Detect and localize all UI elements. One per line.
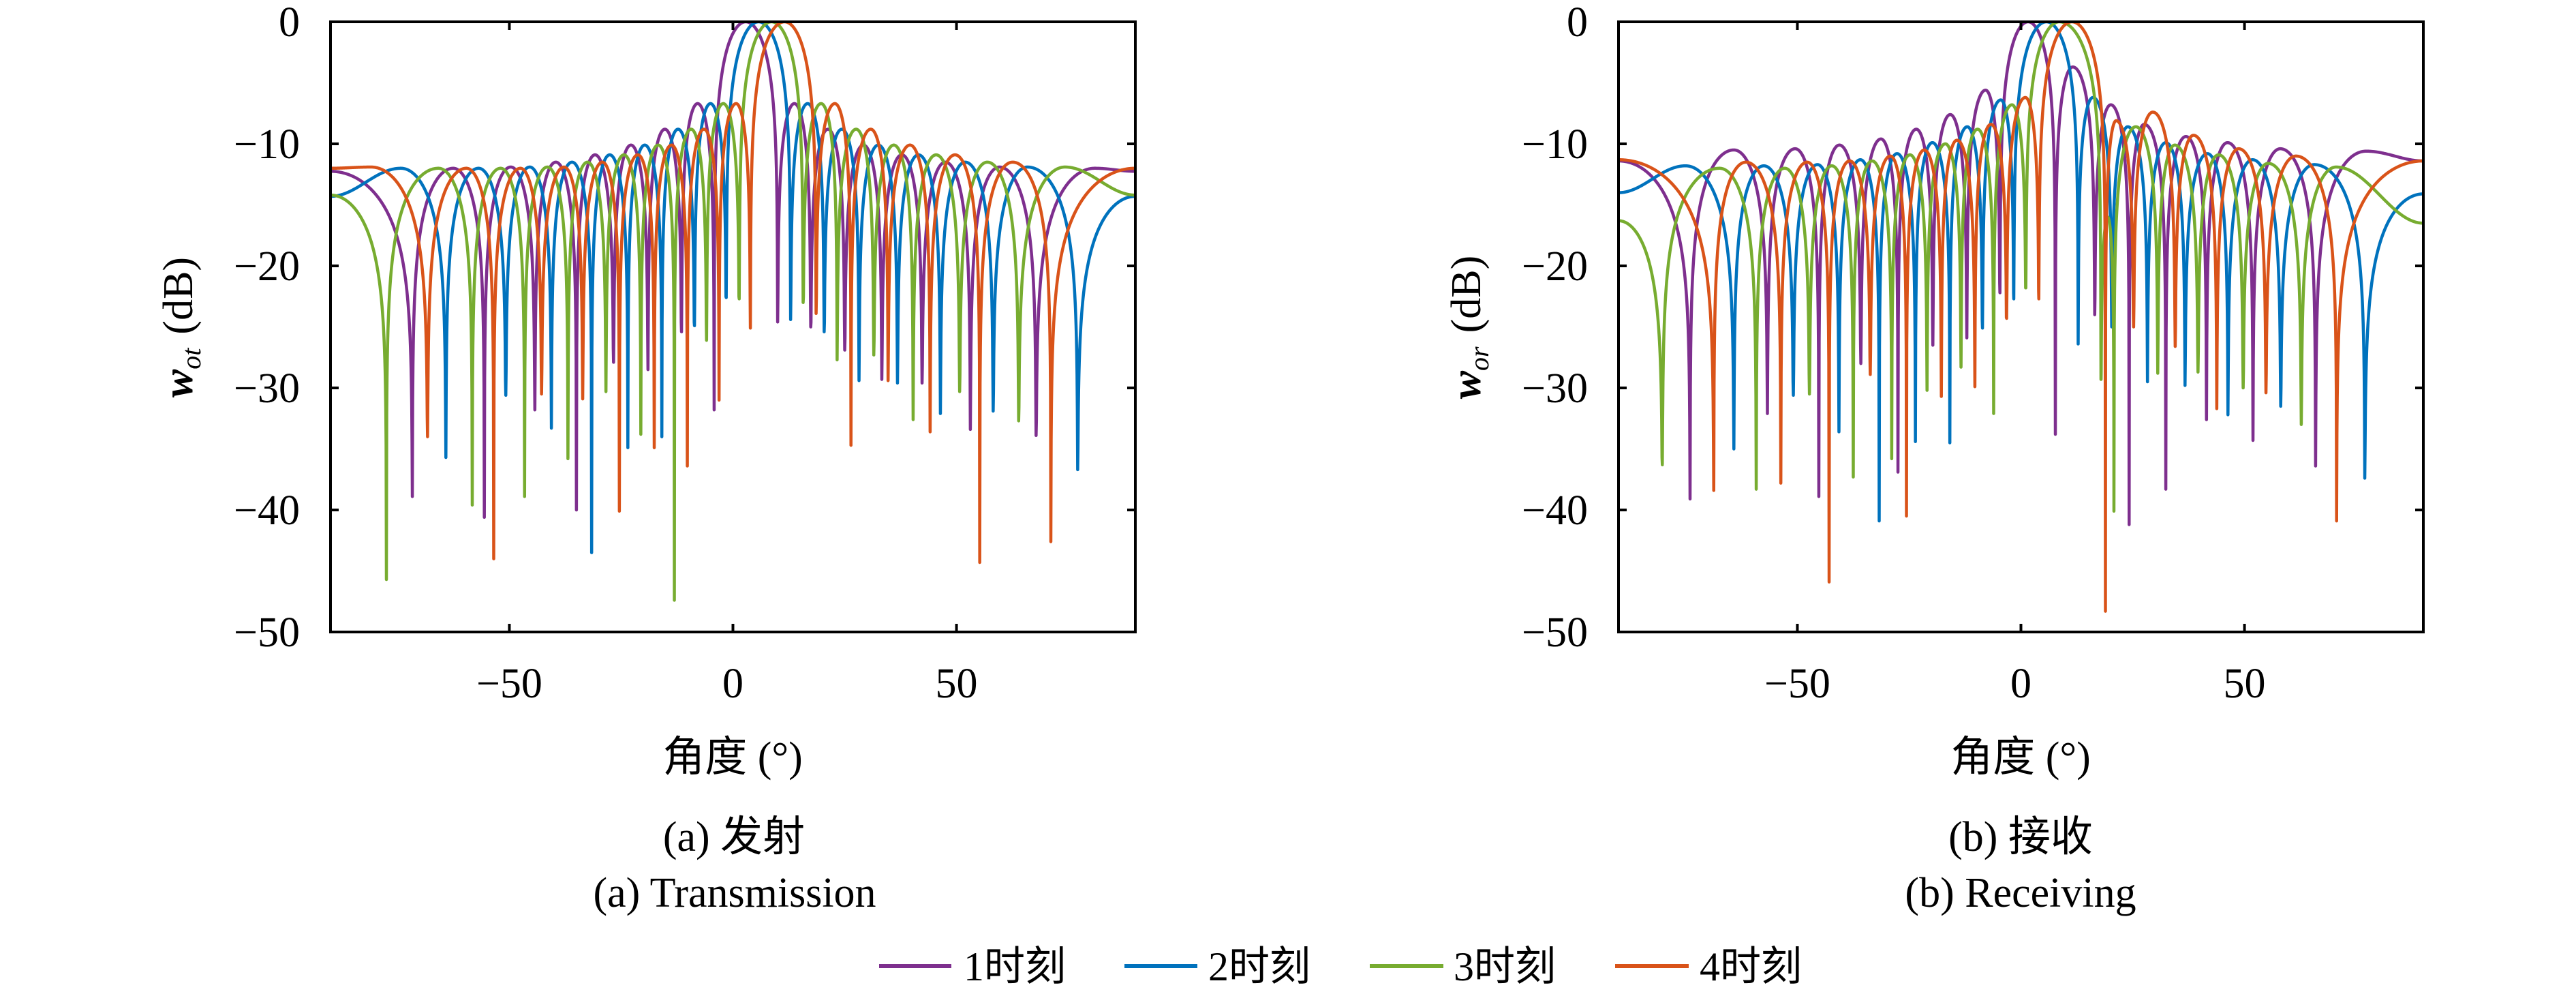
legend-item: 2时刻 xyxy=(1124,944,1310,989)
panel-caption-en: (b) Receiving xyxy=(1905,870,2136,916)
series-line-3 xyxy=(331,22,1135,602)
series-line-1 xyxy=(1619,22,2423,526)
y-tick-label: −10 xyxy=(234,121,300,168)
y-axis-label-subscript: or xyxy=(1464,346,1494,371)
y-axis-label-unit: (dB) xyxy=(155,257,202,335)
y-tick-label: −50 xyxy=(1522,609,1588,656)
x-axis-label: 角度 (°) xyxy=(1950,734,2091,781)
y-tick-label: −40 xyxy=(234,487,300,534)
legend: 1时刻 2时刻 3时刻 4时刻 xyxy=(879,944,1802,989)
x-tick-label: −50 xyxy=(476,661,542,707)
legend-label-3: 3时刻 xyxy=(1454,944,1556,989)
x-tick-label: 0 xyxy=(722,661,743,707)
y-axis-label-symbol: w xyxy=(1443,370,1490,399)
panel-caption-cn: (b) 接收 xyxy=(1948,814,2093,860)
y-tick-label: −40 xyxy=(1522,487,1588,534)
series-line-2 xyxy=(331,22,1135,554)
plot-frame xyxy=(329,20,1137,633)
y-axis-label-unit: (dB) xyxy=(1443,256,1490,333)
tick-marks xyxy=(331,20,1135,633)
panel-caption-cn: (a) 发射 xyxy=(663,814,805,860)
series-line-4 xyxy=(331,22,1135,564)
y-tick-label: 0 xyxy=(279,0,300,46)
series-group xyxy=(331,22,1135,602)
series-group xyxy=(1619,22,2423,613)
legend-label-4: 4时刻 xyxy=(1700,944,1802,989)
x-tick-label: 50 xyxy=(2224,661,2266,707)
y-tick-label: −30 xyxy=(234,365,300,412)
legend-item: 4时刻 xyxy=(1615,944,1802,989)
series-line-2 xyxy=(1619,22,2423,523)
x-tick-label: 0 xyxy=(2010,661,2031,707)
tick-marks xyxy=(1619,20,2423,633)
x-tick-label: −50 xyxy=(1764,661,1830,707)
legend-label-1: 1时刻 xyxy=(964,944,1066,989)
tick-labels: −50 0 50 0 −10 −20 −30 −40 −50 xyxy=(1522,0,2266,707)
chart-receiving: −50 0 50 0 −10 −20 −30 −40 −50 wor (dB) 角度 (°) (b… xyxy=(1443,0,2425,916)
legend-label-2: 2时刻 xyxy=(1208,944,1310,989)
series-line-4 xyxy=(1619,22,2423,613)
y-tick-label: −20 xyxy=(1522,243,1588,290)
y-axis-label: wor (dB) xyxy=(1443,256,1494,400)
y-axis-label: wot (dB) xyxy=(155,257,206,397)
y-tick-label: −10 xyxy=(1522,121,1588,168)
legend-item: 1时刻 xyxy=(879,944,1066,989)
y-tick-label: −20 xyxy=(234,243,300,290)
x-axis-label: 角度 (°) xyxy=(662,734,803,781)
panel-caption-en: (a) Transmission xyxy=(593,870,876,916)
chart-transmission: −50 0 50 0 −10 −20 −30 −40 −50 wot (dB) 角度 (°) (a… xyxy=(155,0,1137,916)
series-line-3 xyxy=(1619,22,2423,513)
tick-labels: −50 0 50 0 −10 −20 −30 −40 −50 xyxy=(234,0,978,707)
y-axis-label-subscript: ot xyxy=(176,348,206,370)
y-tick-label: −50 xyxy=(234,609,300,656)
legend-item: 3时刻 xyxy=(1370,944,1556,989)
x-tick-label: 50 xyxy=(936,661,978,707)
y-tick-label: 0 xyxy=(1567,0,1588,46)
y-tick-label: −30 xyxy=(1522,365,1588,412)
y-axis-label-symbol: w xyxy=(155,369,202,397)
